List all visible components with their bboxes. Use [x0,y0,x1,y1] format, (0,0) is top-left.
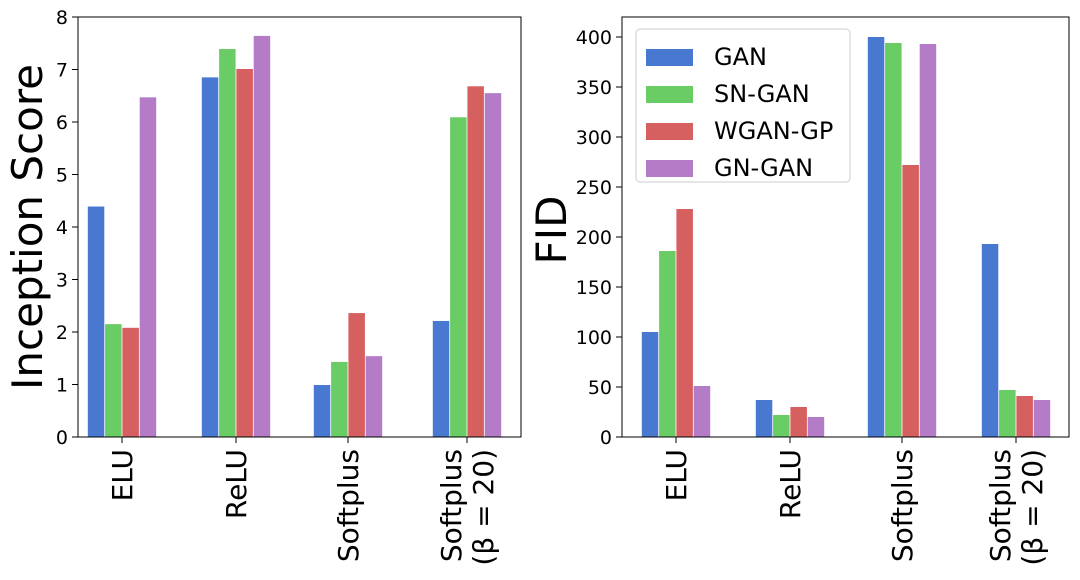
y-tick-label: 1 [56,375,68,397]
y-tick-label: 3 [56,270,68,292]
bar [432,320,450,437]
bar [807,417,825,437]
y-tick-label: 250 [576,177,612,199]
bar [450,117,467,438]
legend-swatch [646,49,693,66]
legend-label: GN-GAN [714,154,813,182]
bar [641,332,659,437]
x-tick-label: Softplus [332,449,365,562]
y-tick-label: 300 [576,127,612,149]
y-tick-label: 150 [576,277,612,299]
x-tick-label: ELU [106,449,139,501]
chart-panel-2: 0 50 100 150 200 250 300 350 400 ELU ReLU Softplus S… [527,16,1070,566]
bar [676,209,693,437]
legend-swatch [646,123,693,140]
bar [981,244,999,437]
axes-frame [621,16,1070,438]
y-tick-label: 7 [56,60,68,82]
bar [365,356,383,437]
bar [348,313,365,437]
bar [467,86,484,438]
legend-label: SN-GAN [714,80,810,108]
legend-swatch [646,86,693,103]
x-tick-label: ELU [660,449,693,501]
bar [201,77,219,437]
bar [1016,396,1033,437]
bar [253,35,271,438]
bar [790,407,807,437]
bar [867,37,885,437]
x-tick-label: ReLU [774,449,807,519]
y-tick-label: 4 [56,217,68,239]
y-tick-label: 6 [56,112,68,134]
bar [919,44,937,437]
bar [105,324,122,437]
y-tick-label: 350 [576,77,612,99]
bar [313,385,331,437]
legend-box [635,28,851,183]
bar [122,327,139,437]
x-tick-label: Softplus [435,449,468,562]
y-axis-title: FID [527,196,576,265]
bar [484,93,502,437]
bar [331,361,348,437]
y-tick-label: 0 [600,427,612,449]
legend: GAN SN-GAN WGAN-GP GN-GAN [635,28,851,183]
y-tick-label: 200 [576,227,612,249]
y-tick-label: 2 [56,322,68,344]
y-tick-label: 50 [588,377,612,399]
bar [902,165,919,437]
bar [236,68,253,437]
x-tick-label: Softplus [984,449,1017,562]
y-tick-label: 400 [576,27,612,49]
bar [773,415,790,437]
legend-swatch [646,160,693,177]
bar [87,206,105,437]
x-tick-label: (β = 20) [1016,449,1049,566]
bar [219,49,236,438]
x-tick-label: ReLU [220,449,253,519]
bar [659,251,676,437]
y-tick-label: 8 [56,7,68,29]
legend-label: GAN [714,43,767,71]
legend-label: WGAN-GP [714,117,833,145]
bar [999,390,1016,437]
bar [755,400,773,437]
y-tick-label: 0 [56,427,68,449]
bar [693,386,711,437]
bar [1033,400,1051,437]
y-tick-label: 5 [56,165,68,187]
x-tick-label: (β = 20) [467,449,500,566]
bar [885,43,902,437]
y-axis-title: Inception Score [3,64,52,390]
x-tick-label: Softplus [886,449,919,562]
bar [139,97,157,437]
y-tick-label: 100 [576,327,612,349]
